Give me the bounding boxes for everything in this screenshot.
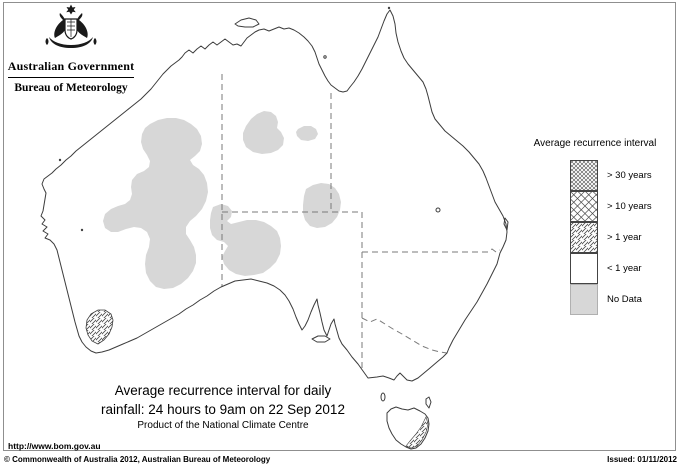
melville-island	[234, 17, 260, 28]
border-nsw-vic	[361, 317, 448, 354]
legend-label: > 1 year	[607, 232, 642, 243]
legend-swatch-gt-1-year	[570, 222, 598, 253]
map-caption: Average recurrence interval for daily ra…	[58, 383, 388, 431]
king-island	[380, 392, 386, 402]
issued-date-text: Issued: 01/11/2012	[607, 455, 677, 464]
fraser-island	[503, 217, 509, 231]
logo-bureau-text: Bureau of Meteorology	[14, 82, 128, 94]
caption-line-1: Average recurrence interval for daily	[114, 383, 332, 398]
legend-swatch-gt-30-years	[570, 160, 598, 191]
no-data-region-nt-east	[296, 126, 318, 141]
map-frame	[3, 2, 676, 451]
logo-government-text: Australian Government	[7, 59, 135, 73]
legend-swatch-lt-1-year	[570, 253, 598, 284]
legend-row-gt-10-years: > 10 years	[513, 191, 677, 222]
no-data-region-central-wa	[103, 118, 208, 289]
state-borders	[221, 74, 501, 370]
no-data-region-nt-qld-corner	[303, 183, 341, 228]
mainland-coastline	[40, 9, 508, 382]
flinders-island	[425, 396, 432, 409]
copyright-text: © Commonwealth of Australia 2012, Austra…	[4, 455, 271, 464]
legend-row-no-data: No Data	[513, 284, 677, 315]
gt1yr-region-southwest-wa	[85, 309, 114, 345]
border-qld-nsw	[362, 248, 501, 253]
bom-url-text: http://www.bom.gov.au	[8, 441, 101, 451]
inland-lake-marker	[435, 207, 441, 213]
caption-line-2: rainfall: 24 hours to 9am on 22 Sep 2012	[101, 402, 345, 417]
legend-swatch-no-data	[570, 284, 598, 315]
legend-label: > 10 years	[607, 201, 652, 212]
kangaroo-island	[311, 335, 331, 343]
no-data-regions	[103, 111, 341, 289]
legend-label: < 1 year	[607, 263, 642, 274]
coastlines	[40, 6, 509, 450]
legend-label: > 30 years	[607, 170, 652, 181]
gt1yr-region-southeast-tasmania	[405, 416, 429, 449]
coastal-islet-capeyork	[387, 6, 391, 10]
logo-divider	[8, 77, 134, 78]
caption-line-3: Product of the National Climate Centre	[137, 420, 309, 431]
legend-row-gt-30-years: > 30 years	[513, 160, 677, 191]
coastal-islet-southwest	[80, 228, 84, 232]
no-data-region-south-central	[210, 204, 281, 276]
bom-logo: Australian Government Bureau of Meteorol…	[6, 4, 136, 94]
coastal-islet-groote	[323, 55, 327, 59]
legend: Average recurrence interval > 30 years >…	[513, 138, 677, 315]
tasmania-coastline	[386, 406, 430, 450]
legend-swatch-gt-10-years	[570, 191, 598, 222]
legend-title: Average recurrence interval	[533, 138, 657, 149]
no-data-region-nt-west	[243, 111, 284, 154]
australian-coat-of-arms-icon	[45, 4, 97, 48]
legend-row-lt-1-year: < 1 year	[513, 253, 677, 284]
legend-row-gt-1-year: > 1 year	[513, 222, 677, 253]
legend-label: No Data	[607, 294, 642, 305]
recurrence-gt1yr-regions	[85, 309, 429, 449]
coastal-islet-west	[58, 158, 62, 162]
